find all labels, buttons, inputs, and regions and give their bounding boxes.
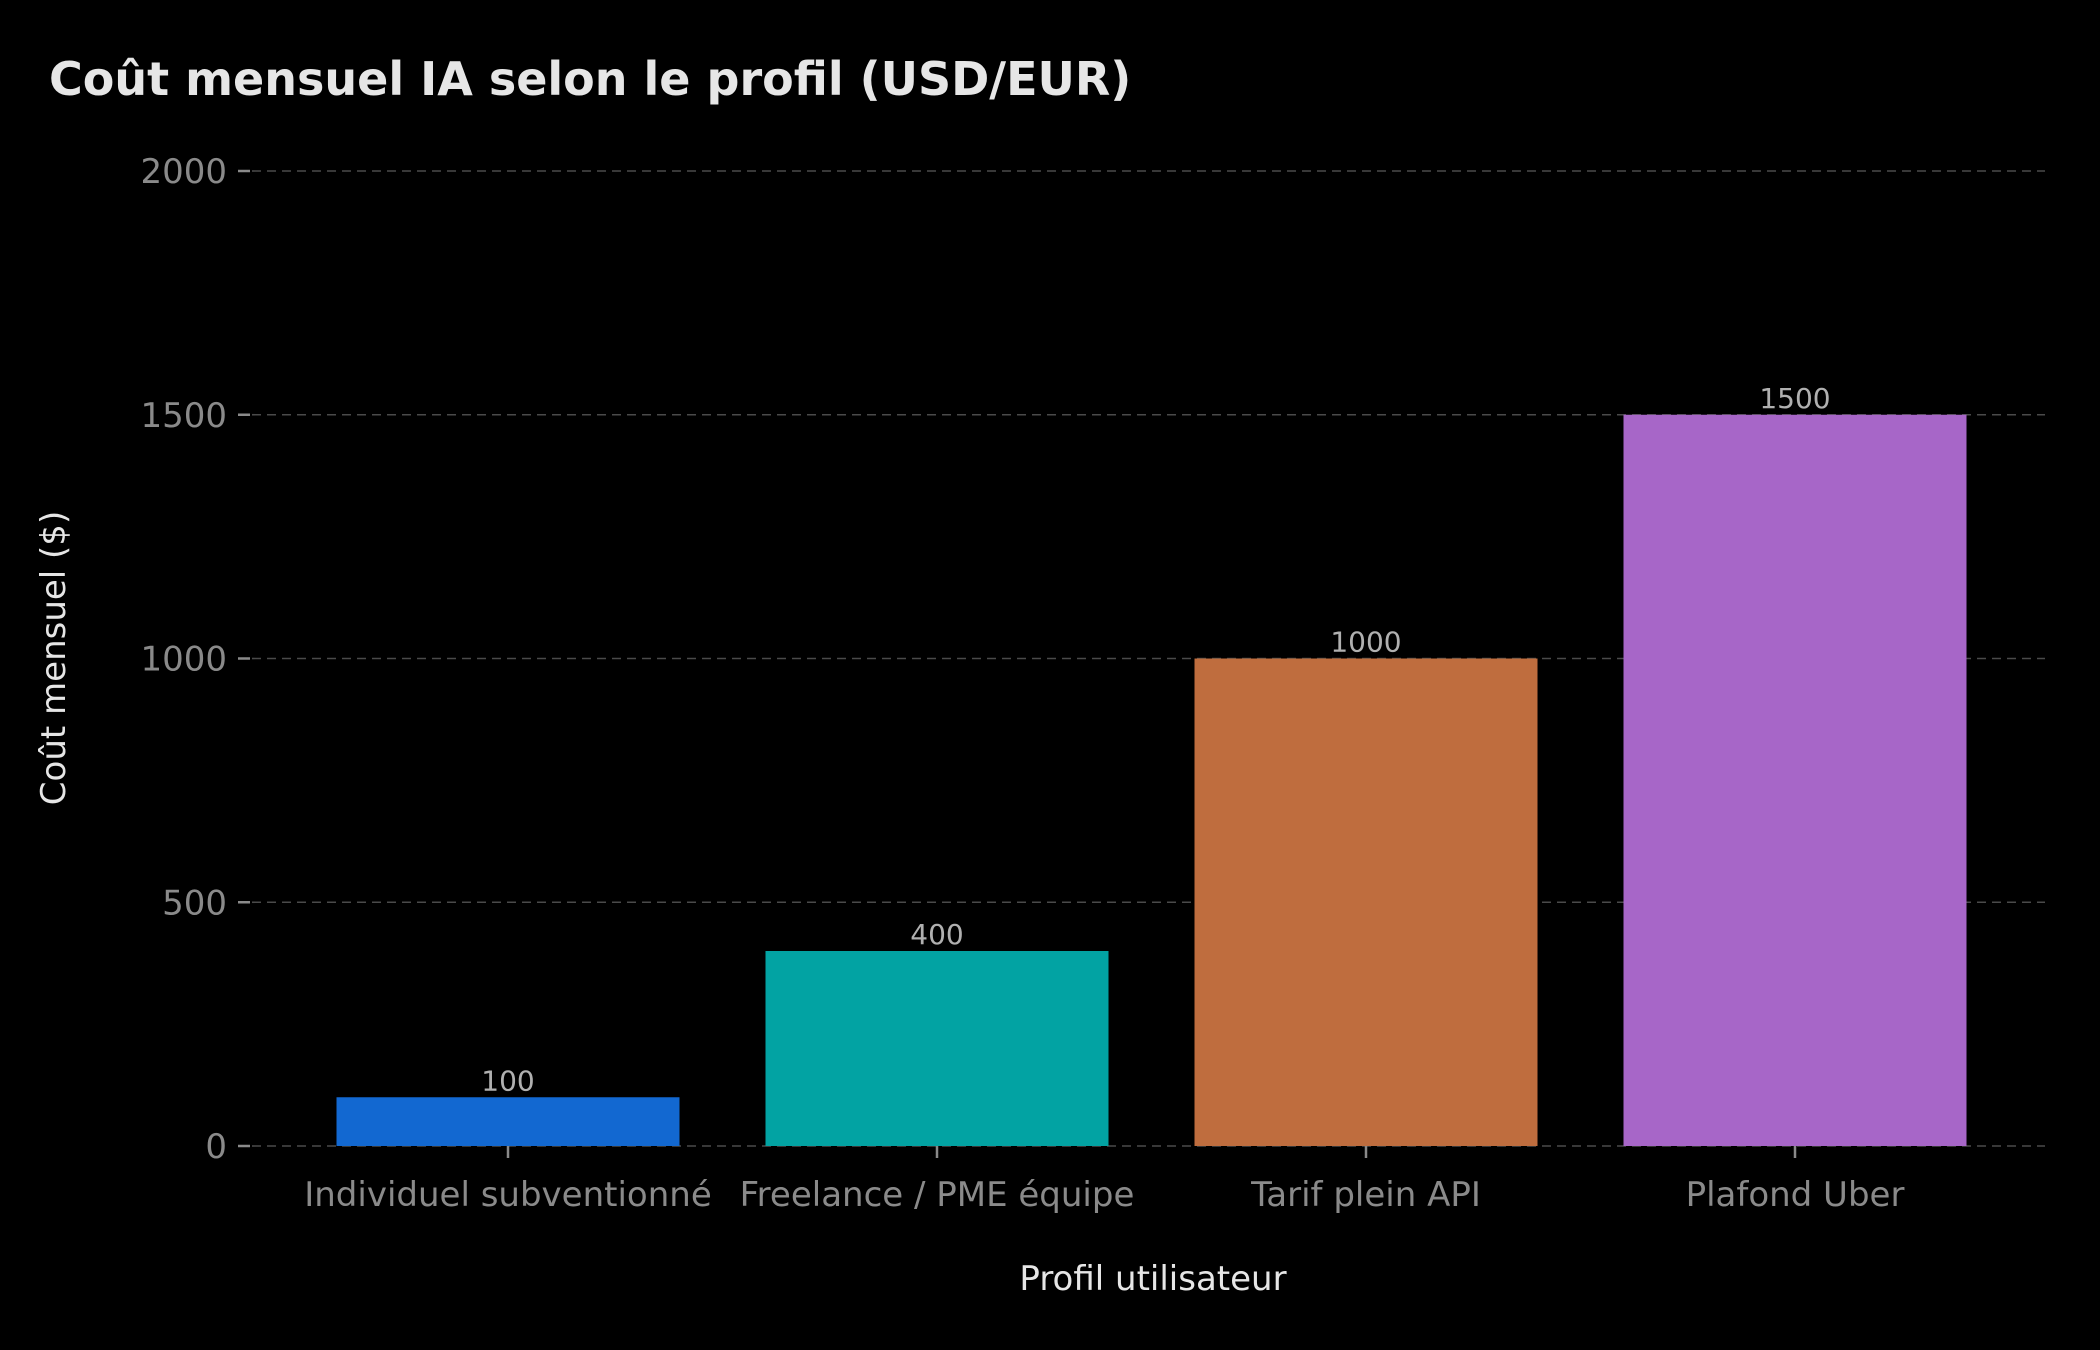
y-tick-label: 1500 [140, 396, 227, 436]
bar-value-label: 100 [481, 1064, 534, 1097]
chart-title: Coût mensuel IA selon le profil (USD/EUR… [49, 52, 1132, 106]
x-axis-label: Profil utilisateur [1019, 1259, 1286, 1299]
y-axis-ticks: 0 500 1000 1500 2000 [140, 152, 250, 1167]
bar-value-label: 1500 [1759, 382, 1830, 415]
bar [1623, 414, 1967, 1146]
bars: 100 400 1000 1500 [336, 382, 1967, 1146]
bar [336, 1097, 680, 1146]
x-axis-ticks: Individuel subventionné Freelance / PME é… [304, 1146, 1904, 1215]
y-tick-label: 2000 [140, 152, 227, 192]
x-tick-label: Individuel subventionné [304, 1175, 712, 1215]
x-tick-label: Freelance / PME équipe [740, 1175, 1135, 1215]
x-tick-label: Plafond Uber [1686, 1175, 1905, 1215]
y-tick-label: 0 [205, 1127, 227, 1167]
y-tick-label: 1000 [140, 640, 227, 680]
y-tick-label: 500 [162, 883, 227, 923]
x-tick-label: Tarif plein API [1250, 1175, 1481, 1215]
bar-value-label: 400 [910, 918, 963, 951]
y-axis-label: Coût mensuel ($) [34, 511, 74, 805]
bar [1194, 658, 1538, 1146]
bar-value-label: 1000 [1330, 626, 1401, 659]
bar [765, 951, 1109, 1146]
